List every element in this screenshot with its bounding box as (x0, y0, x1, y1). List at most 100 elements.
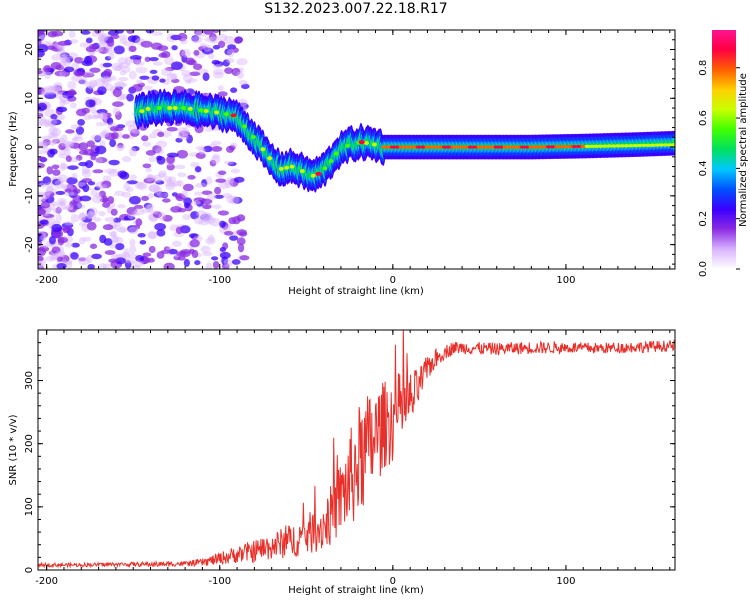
noise-blob (51, 246, 61, 254)
noise-blob (85, 86, 94, 95)
snr-y-tick-label: 300 (24, 371, 35, 390)
noise-blob (114, 190, 125, 197)
noise-blob (127, 124, 137, 133)
noise-blob (166, 73, 178, 81)
noise-blob (192, 63, 203, 70)
noise-blob (155, 147, 165, 155)
noise-blob (95, 145, 107, 155)
noise-blob (104, 250, 116, 255)
noise-blob (38, 40, 42, 46)
ridge-core (480, 145, 487, 149)
noise-blob (74, 71, 85, 76)
ridge-core (653, 143, 660, 147)
spectrogram-y-tick-label: 10 (24, 92, 35, 105)
noise-blob (50, 114, 58, 120)
noise-blob (143, 177, 156, 184)
noise-blob (106, 117, 114, 126)
noise-blob (162, 198, 171, 203)
ridge-core (394, 145, 401, 149)
noise-blob (171, 45, 178, 51)
noise-blob (113, 45, 125, 55)
noise-blob (83, 113, 92, 121)
noise-blob (179, 130, 191, 138)
noise-blob (73, 188, 81, 194)
ridge-core (575, 144, 582, 149)
noise-blob (199, 42, 207, 48)
noise-blob (59, 54, 67, 60)
ridge-hotspot (278, 166, 284, 171)
noise-blob (166, 127, 178, 132)
noise-blob (38, 198, 42, 205)
noise-blob (165, 182, 178, 188)
noise-blob (40, 201, 51, 209)
noise-blob (55, 213, 62, 223)
noise-blob (63, 66, 75, 73)
noise-blob (38, 30, 44, 36)
noise-blob (77, 204, 86, 210)
noise-blob (205, 176, 213, 185)
ridge-core (502, 145, 509, 149)
noise-blob (54, 252, 66, 258)
noise-blob (181, 48, 191, 58)
noise-blob (128, 195, 141, 205)
noise-blob (126, 207, 138, 216)
colorbar-tick-label: 0.0 (698, 261, 709, 277)
ridge-core (528, 145, 535, 149)
noise-blob (183, 202, 190, 209)
noise-blob (208, 33, 217, 42)
noise-blob (181, 190, 189, 199)
noise-blob (55, 250, 66, 259)
noise-blob (210, 155, 221, 164)
noise-blob (224, 67, 234, 74)
noise-blob (85, 46, 97, 53)
noise-blob (137, 233, 146, 238)
noise-blob (217, 40, 226, 48)
noise-blob (51, 54, 62, 61)
noise-blob (40, 196, 48, 201)
noise-blob (201, 47, 214, 55)
ridge-core (389, 145, 396, 149)
noise-blob (87, 210, 95, 219)
noise-blob (108, 258, 119, 263)
noise-blob (182, 134, 189, 140)
noise-blob (237, 243, 245, 253)
noise-blob (46, 166, 53, 175)
noise-blob (101, 180, 112, 189)
noise-blob (123, 215, 136, 221)
noise-blob (144, 56, 151, 62)
noise-blob (116, 228, 129, 233)
ridge-core (532, 145, 539, 149)
noise-blob (195, 182, 207, 188)
noise-blob (166, 152, 179, 158)
ridge-core (506, 145, 513, 149)
ridge-core (601, 144, 608, 148)
noise-blob (203, 216, 216, 224)
noise-blob (110, 34, 120, 40)
noise-blob (175, 193, 186, 202)
noise-blob (56, 106, 68, 113)
noise-blob (119, 61, 131, 68)
ridge-core (441, 145, 448, 149)
noise-blob (38, 156, 46, 161)
noise-blob (63, 206, 74, 211)
noise-blob (177, 127, 187, 134)
noise-blob (226, 177, 236, 183)
noise-blob (110, 208, 118, 216)
noise-blob (109, 126, 119, 132)
noise-blob (131, 84, 143, 92)
noise-blob (102, 62, 113, 68)
noise-blob (57, 174, 68, 183)
noise-blob (85, 99, 96, 108)
noise-blob (98, 39, 107, 48)
noise-blob (146, 176, 154, 182)
noise-blob (86, 254, 93, 264)
noise-blob (212, 30, 220, 34)
noise-blob (155, 140, 168, 148)
noise-blob (189, 239, 200, 248)
spectrogram-y-ticks: -20 -10 0 10 20 (24, 29, 675, 265)
spectrogram-image (38, 30, 675, 269)
noise-blob (113, 65, 122, 72)
noise-blob (191, 200, 201, 206)
noise-blob (177, 255, 186, 261)
